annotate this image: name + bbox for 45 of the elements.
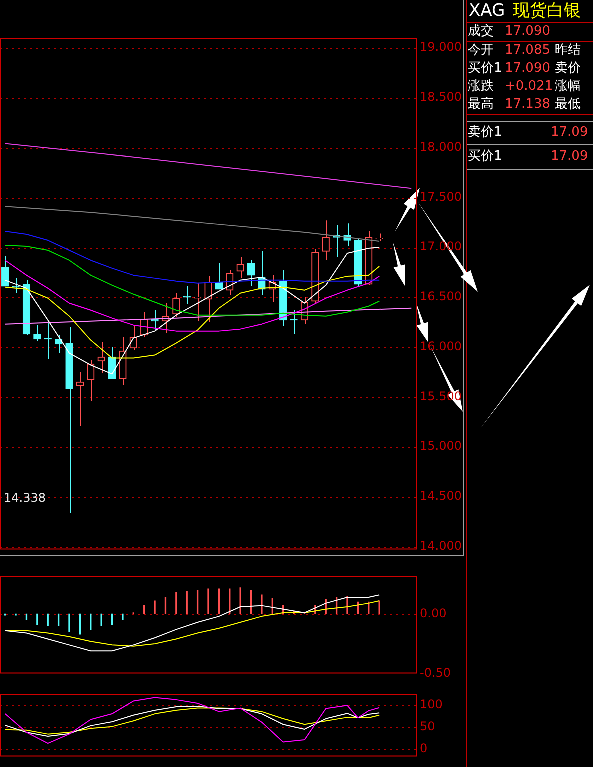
y-tick-label: -0.50	[420, 666, 452, 680]
candlestick	[34, 324, 42, 342]
y-tick-label: 0.00	[420, 606, 447, 620]
candlestick	[98, 342, 106, 374]
candlestick	[2, 256, 10, 287]
text: 卖价1	[468, 124, 502, 142]
y-tick-label: 14.000	[420, 538, 462, 553]
y-tick-label: 15.000	[420, 439, 462, 454]
candlestick	[76, 372, 84, 427]
text: 17.138	[505, 96, 550, 114]
y-tick-label: 100	[420, 697, 443, 712]
text: 昨结	[555, 42, 581, 60]
candlestick	[322, 220, 330, 261]
y-tick-label: 18.500	[420, 90, 462, 104]
text: 17.090	[505, 60, 550, 78]
text: 涨跌	[468, 78, 494, 96]
text: 成交	[468, 23, 494, 41]
text: XAG	[469, 1, 506, 21]
candlestick	[87, 360, 95, 402]
text: 17.09	[551, 148, 588, 166]
text: 现货白银	[513, 1, 582, 21]
y-tick-label: 0	[420, 741, 428, 756]
text: 涨幅	[555, 78, 581, 96]
y-tick-label: 17.500	[420, 190, 462, 204]
text: 买价1	[468, 60, 502, 78]
y-tick-label: 18.000	[420, 140, 462, 154]
candlestick	[204, 276, 212, 323]
candlestick	[172, 292, 180, 318]
y-tick-label: 16.500	[420, 290, 462, 304]
text: +0.021	[505, 78, 554, 96]
y-tick-label: 50	[420, 719, 436, 734]
text: 最低	[555, 96, 581, 114]
text: 17.09	[551, 124, 588, 142]
text: 最高	[468, 96, 494, 114]
y-tick-label: 16.000	[420, 339, 462, 354]
text: 17.085	[505, 42, 550, 60]
y-tick-label: 19.000	[420, 40, 462, 54]
candlestick	[215, 262, 224, 290]
text: 买价1	[468, 148, 502, 166]
text: 今开	[468, 42, 494, 60]
annotation: 14.338	[4, 490, 46, 505]
candlestick	[236, 256, 244, 279]
text: 17.090	[505, 23, 550, 41]
text: 卖价	[555, 60, 581, 78]
y-tick-label: 14.500	[420, 489, 462, 504]
